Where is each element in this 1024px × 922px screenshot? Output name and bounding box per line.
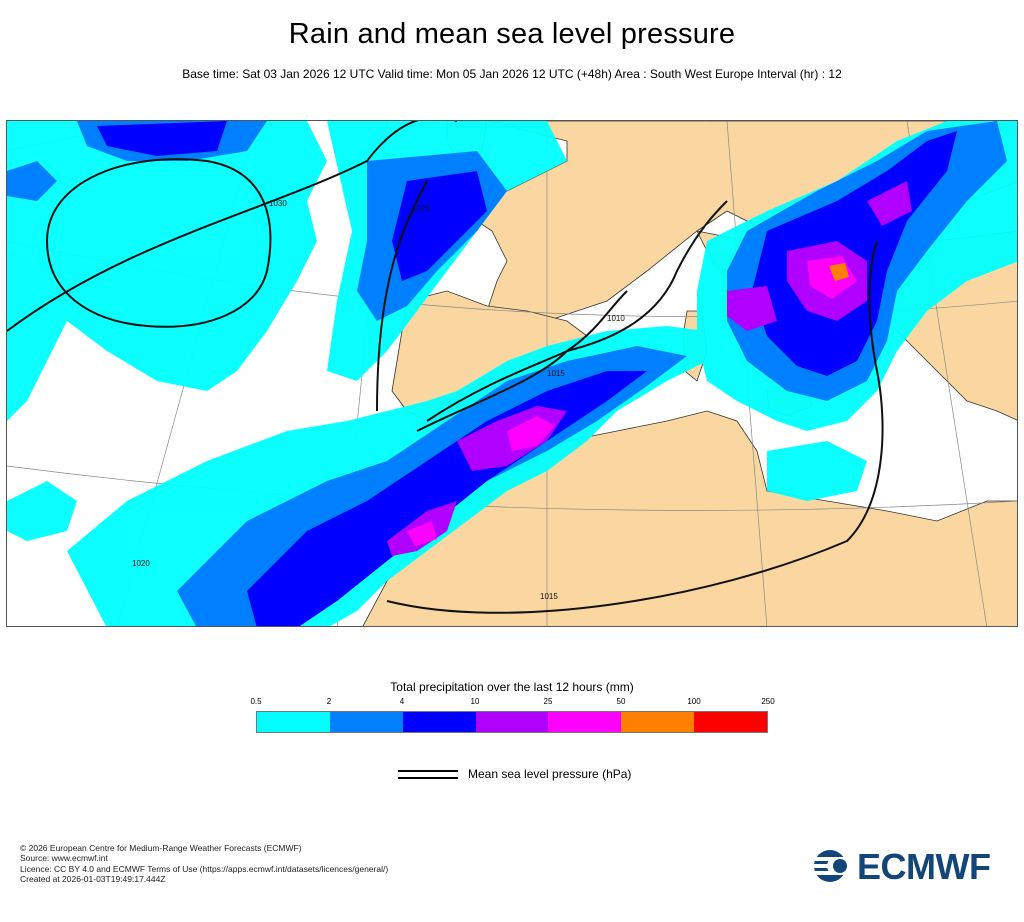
mslp-legend-line [398, 770, 458, 772]
precip-legend-title: Total precipitation over the last 12 hou… [390, 680, 634, 694]
footer-created: Created at 2026-01-03T19:49:17.444Z [20, 874, 166, 885]
map-svg: 1030 1025 1020 1010 1015 1015 [7, 121, 1017, 626]
legend-tick: 4 [399, 697, 405, 706]
colorbar-segment-4 [548, 712, 622, 732]
isobars [7, 121, 884, 614]
footer-source: Source: www.ecmwf.int [20, 853, 108, 864]
footer-copyright: © 2026 European Centre for Medium-Range … [20, 843, 302, 853]
ecmwf-logo-text: ECMWF [857, 846, 991, 887]
colorbar-segment-1 [329, 712, 403, 732]
isobar-central [416, 290, 628, 432]
precipitation-map: 1030 1025 1020 1010 1015 1015 [6, 120, 1018, 627]
footer-licence: Licence: CC BY 4.0 and ECMWF Terms of Us… [20, 863, 389, 874]
isobar-label-1030: 1030 [269, 199, 287, 208]
mslp-legend-label: Mean sea level pressure (hPa) [468, 767, 632, 781]
isobar-label-1015b: 1015 [547, 369, 565, 378]
mslp-legend-line [398, 777, 458, 779]
isobar-iberia [7, 121, 457, 332]
colorbar-segment-6 [694, 712, 768, 732]
colorbar-segment-2 [402, 712, 476, 732]
legend-tick: 10 [470, 697, 480, 706]
legend-tick: 2 [326, 697, 332, 706]
legend-tick: 0.5 [250, 697, 262, 706]
isobar-labels: 1030 1025 1020 1010 1015 1015 [132, 199, 625, 601]
isobar-south [376, 180, 428, 412]
precip-colorbar [256, 711, 768, 733]
footer-credits: © 2026 European Centre for Medium-Range … [20, 843, 388, 885]
isobar-label-1010: 1010 [607, 314, 625, 323]
legend-tick: 50 [616, 697, 626, 706]
colorbar-segment-5 [621, 712, 695, 732]
isobar-high-atlantic [45, 158, 272, 328]
isobar-label-1020: 1020 [132, 559, 150, 568]
legend-tick: 25 [543, 697, 553, 706]
isobar-label-1015a: 1015 [540, 592, 558, 601]
colorbar-segment-0 [257, 712, 330, 732]
chart-title: Rain and mean sea level pressure [288, 18, 736, 50]
isobar-mediterranean [426, 200, 728, 422]
mslp-legend: Mean sea level pressure (hPa) [398, 766, 658, 782]
ecmwf-logo-icon [812, 850, 856, 882]
legend-tick: 100 [687, 697, 701, 706]
legend-tick: 250 [761, 697, 775, 706]
isobar-north-africa [386, 240, 884, 614]
chart-subtitle: Base time: Sat 03 Jan 2026 12 UTC Valid … [182, 67, 842, 81]
ecmwf-logo: ECMWF [812, 846, 1012, 887]
colorbar-segment-3 [475, 712, 549, 732]
precip-orange [829, 263, 849, 281]
isobar-label-1025: 1025 [412, 204, 430, 213]
